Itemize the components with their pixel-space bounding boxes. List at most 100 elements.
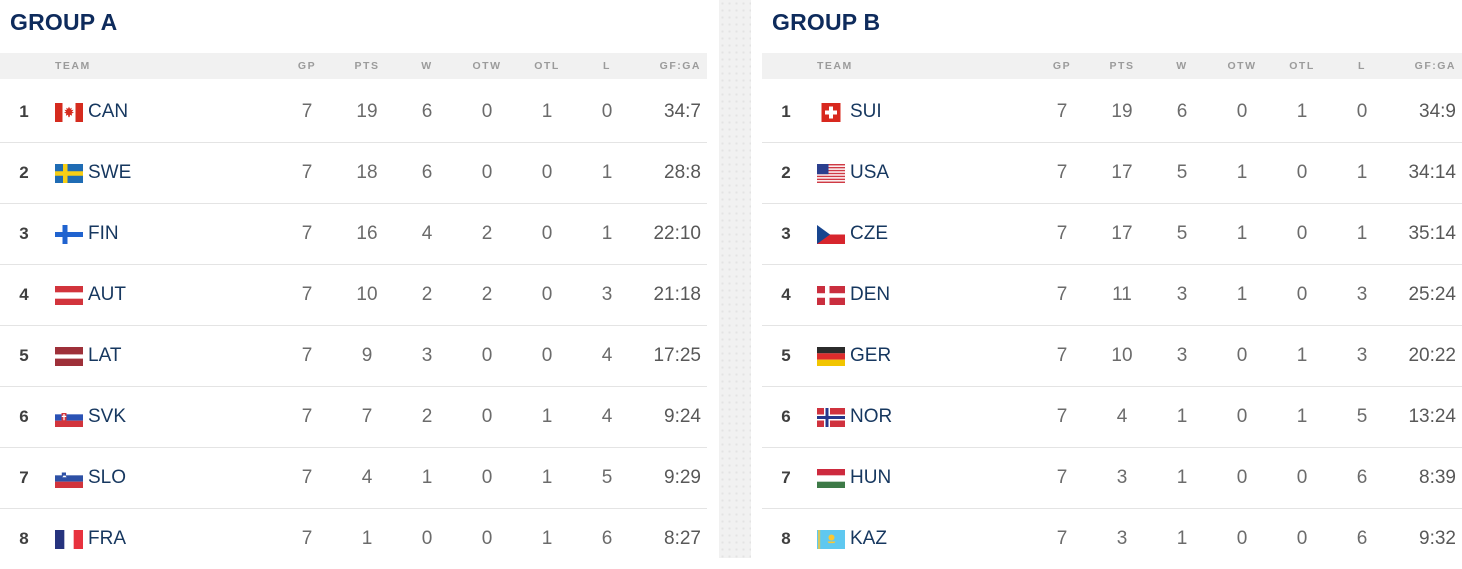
rank-label: 3 bbox=[19, 224, 29, 243]
standings-row[interactable]: 7 HUN 7 3 1 0 0 6 8:39 bbox=[762, 448, 1462, 509]
standings-row[interactable]: 5 LAT 7 9 3 0 0 4 17:25 bbox=[0, 326, 707, 387]
standings-row[interactable]: 3 CZE 7 17 5 1 0 1 35:14 bbox=[762, 204, 1462, 265]
team-code: KAZ bbox=[850, 528, 887, 549]
pts-value: 18 bbox=[356, 162, 378, 183]
col-header-pts: PTS bbox=[1109, 60, 1135, 72]
gp-value: 7 bbox=[1056, 528, 1068, 549]
group-b-section: GROUP B TEAM GP PTS W OTW OTL L GF:GA 1 S… bbox=[762, 0, 1462, 569]
gfga-value: 34:14 bbox=[1408, 162, 1456, 183]
otw-value: 0 bbox=[481, 406, 493, 427]
flag-fin-icon bbox=[48, 224, 88, 244]
l-value: 4 bbox=[601, 406, 613, 427]
flag-usa-icon bbox=[810, 163, 850, 183]
otl-value: 1 bbox=[1296, 101, 1308, 122]
pts-value: 11 bbox=[1112, 284, 1132, 305]
w-value: 1 bbox=[421, 467, 433, 488]
l-value: 5 bbox=[601, 467, 613, 488]
standings-row[interactable]: 6 SVK 7 7 2 0 1 4 9:24 bbox=[0, 387, 707, 448]
team-code: CZE bbox=[850, 223, 888, 244]
standings-row[interactable]: 5 GER 7 10 3 0 1 3 20:22 bbox=[762, 326, 1462, 387]
rank-label: 8 bbox=[19, 529, 29, 548]
otw-value: 0 bbox=[1236, 406, 1248, 427]
col-header-l: L bbox=[603, 60, 611, 72]
otw-value: 0 bbox=[1236, 345, 1248, 366]
w-value: 4 bbox=[421, 223, 433, 244]
team-code: SWE bbox=[88, 162, 132, 183]
otw-value: 1 bbox=[1236, 284, 1248, 305]
l-value: 6 bbox=[601, 528, 613, 549]
col-header-gp: GP bbox=[297, 60, 317, 72]
w-value: 3 bbox=[1176, 345, 1188, 366]
team-code: CAN bbox=[88, 101, 129, 122]
gfga-value: 35:14 bbox=[1408, 223, 1456, 244]
flag-sui-icon bbox=[810, 102, 850, 122]
l-value: 1 bbox=[601, 223, 613, 244]
col-header-otw: OTW bbox=[472, 60, 502, 72]
standings-row[interactable]: 4 AUT 7 10 2 2 0 3 21:18 bbox=[0, 265, 707, 326]
gfga-value: 21:18 bbox=[653, 284, 701, 305]
pts-value: 19 bbox=[356, 101, 378, 122]
rank-label: 1 bbox=[19, 102, 29, 121]
standings-row[interactable]: 1 CAN 7 19 6 0 1 0 34:7 bbox=[0, 82, 707, 143]
standings-row[interactable]: 8 KAZ 7 3 1 0 0 6 9:32 bbox=[762, 509, 1462, 569]
otl-value: 0 bbox=[541, 162, 553, 183]
standings-row[interactable]: 3 FIN 7 16 4 2 0 1 22:10 bbox=[0, 204, 707, 265]
otl-value: 1 bbox=[541, 528, 553, 549]
otl-value: 0 bbox=[541, 284, 553, 305]
flag-ger-icon bbox=[810, 346, 850, 366]
rank-label: 7 bbox=[781, 468, 791, 487]
group-a-section: GROUP A TEAM GP PTS W OTW OTL L GF:GA 1 C… bbox=[0, 0, 707, 569]
flag-den-icon bbox=[810, 285, 850, 305]
pts-value: 3 bbox=[1116, 467, 1128, 488]
gfga-value: 22:10 bbox=[653, 223, 701, 244]
pts-value: 17 bbox=[1111, 223, 1133, 244]
l-value: 1 bbox=[601, 162, 613, 183]
standings-row[interactable]: 8 FRA 7 1 0 0 1 6 8:27 bbox=[0, 509, 707, 569]
flag-can-icon bbox=[48, 102, 88, 122]
rank-label: 5 bbox=[19, 346, 29, 365]
pts-value: 3 bbox=[1116, 528, 1128, 549]
group-a-header-row: TEAM GP PTS W OTW OTL L GF:GA bbox=[0, 53, 707, 79]
otl-value: 1 bbox=[541, 467, 553, 488]
gp-value: 7 bbox=[1056, 162, 1068, 183]
standings-row[interactable]: 1 SUI 7 19 6 0 1 0 34:9 bbox=[762, 82, 1462, 143]
col-header-pts: PTS bbox=[354, 60, 380, 72]
col-header-gp: GP bbox=[1052, 60, 1072, 72]
col-header-gfga: GF:GA bbox=[1414, 60, 1456, 72]
team-code: FRA bbox=[88, 528, 126, 549]
tables-divider bbox=[707, 0, 762, 558]
l-value: 3 bbox=[1356, 284, 1368, 305]
otl-value: 0 bbox=[1296, 223, 1308, 244]
gp-value: 7 bbox=[1056, 101, 1068, 122]
gfga-value: 13:24 bbox=[1408, 406, 1456, 427]
gp-value: 7 bbox=[1056, 345, 1068, 366]
team-code: GER bbox=[850, 345, 892, 366]
standings-row[interactable]: 2 USA 7 17 5 1 0 1 34:14 bbox=[762, 143, 1462, 204]
l-value: 6 bbox=[1356, 467, 1368, 488]
standings-row[interactable]: 4 DEN 7 11 3 1 0 3 25:24 bbox=[762, 265, 1462, 326]
rank-label: 6 bbox=[19, 407, 29, 426]
rank-label: 2 bbox=[19, 163, 29, 182]
rank-label: 8 bbox=[781, 529, 791, 548]
pts-value: 1 bbox=[361, 528, 373, 549]
gfga-value: 34:7 bbox=[664, 101, 701, 122]
w-value: 1 bbox=[1176, 467, 1188, 488]
otw-value: 0 bbox=[481, 528, 493, 549]
l-value: 0 bbox=[1356, 101, 1368, 122]
team-code: USA bbox=[850, 162, 890, 183]
pts-value: 4 bbox=[1116, 406, 1128, 427]
standings-row[interactable]: 6 NOR 7 4 1 0 1 5 13:24 bbox=[762, 387, 1462, 448]
standings-row[interactable]: 7 SLO 7 4 1 0 1 5 9:29 bbox=[0, 448, 707, 509]
standings-row[interactable]: 2 SWE 7 18 6 0 0 1 28:8 bbox=[0, 143, 707, 204]
col-header-otw: OTW bbox=[1227, 60, 1257, 72]
col-header-otl: OTL bbox=[534, 60, 560, 72]
pts-value: 9 bbox=[361, 345, 373, 366]
flag-lat-icon bbox=[48, 346, 88, 366]
rank-label: 6 bbox=[781, 407, 791, 426]
flag-kaz-icon bbox=[810, 529, 850, 549]
l-value: 3 bbox=[601, 284, 613, 305]
otw-value: 2 bbox=[481, 284, 493, 305]
flag-swe-icon bbox=[48, 163, 88, 183]
flag-hun-icon bbox=[810, 468, 850, 488]
gp-value: 7 bbox=[301, 162, 313, 183]
